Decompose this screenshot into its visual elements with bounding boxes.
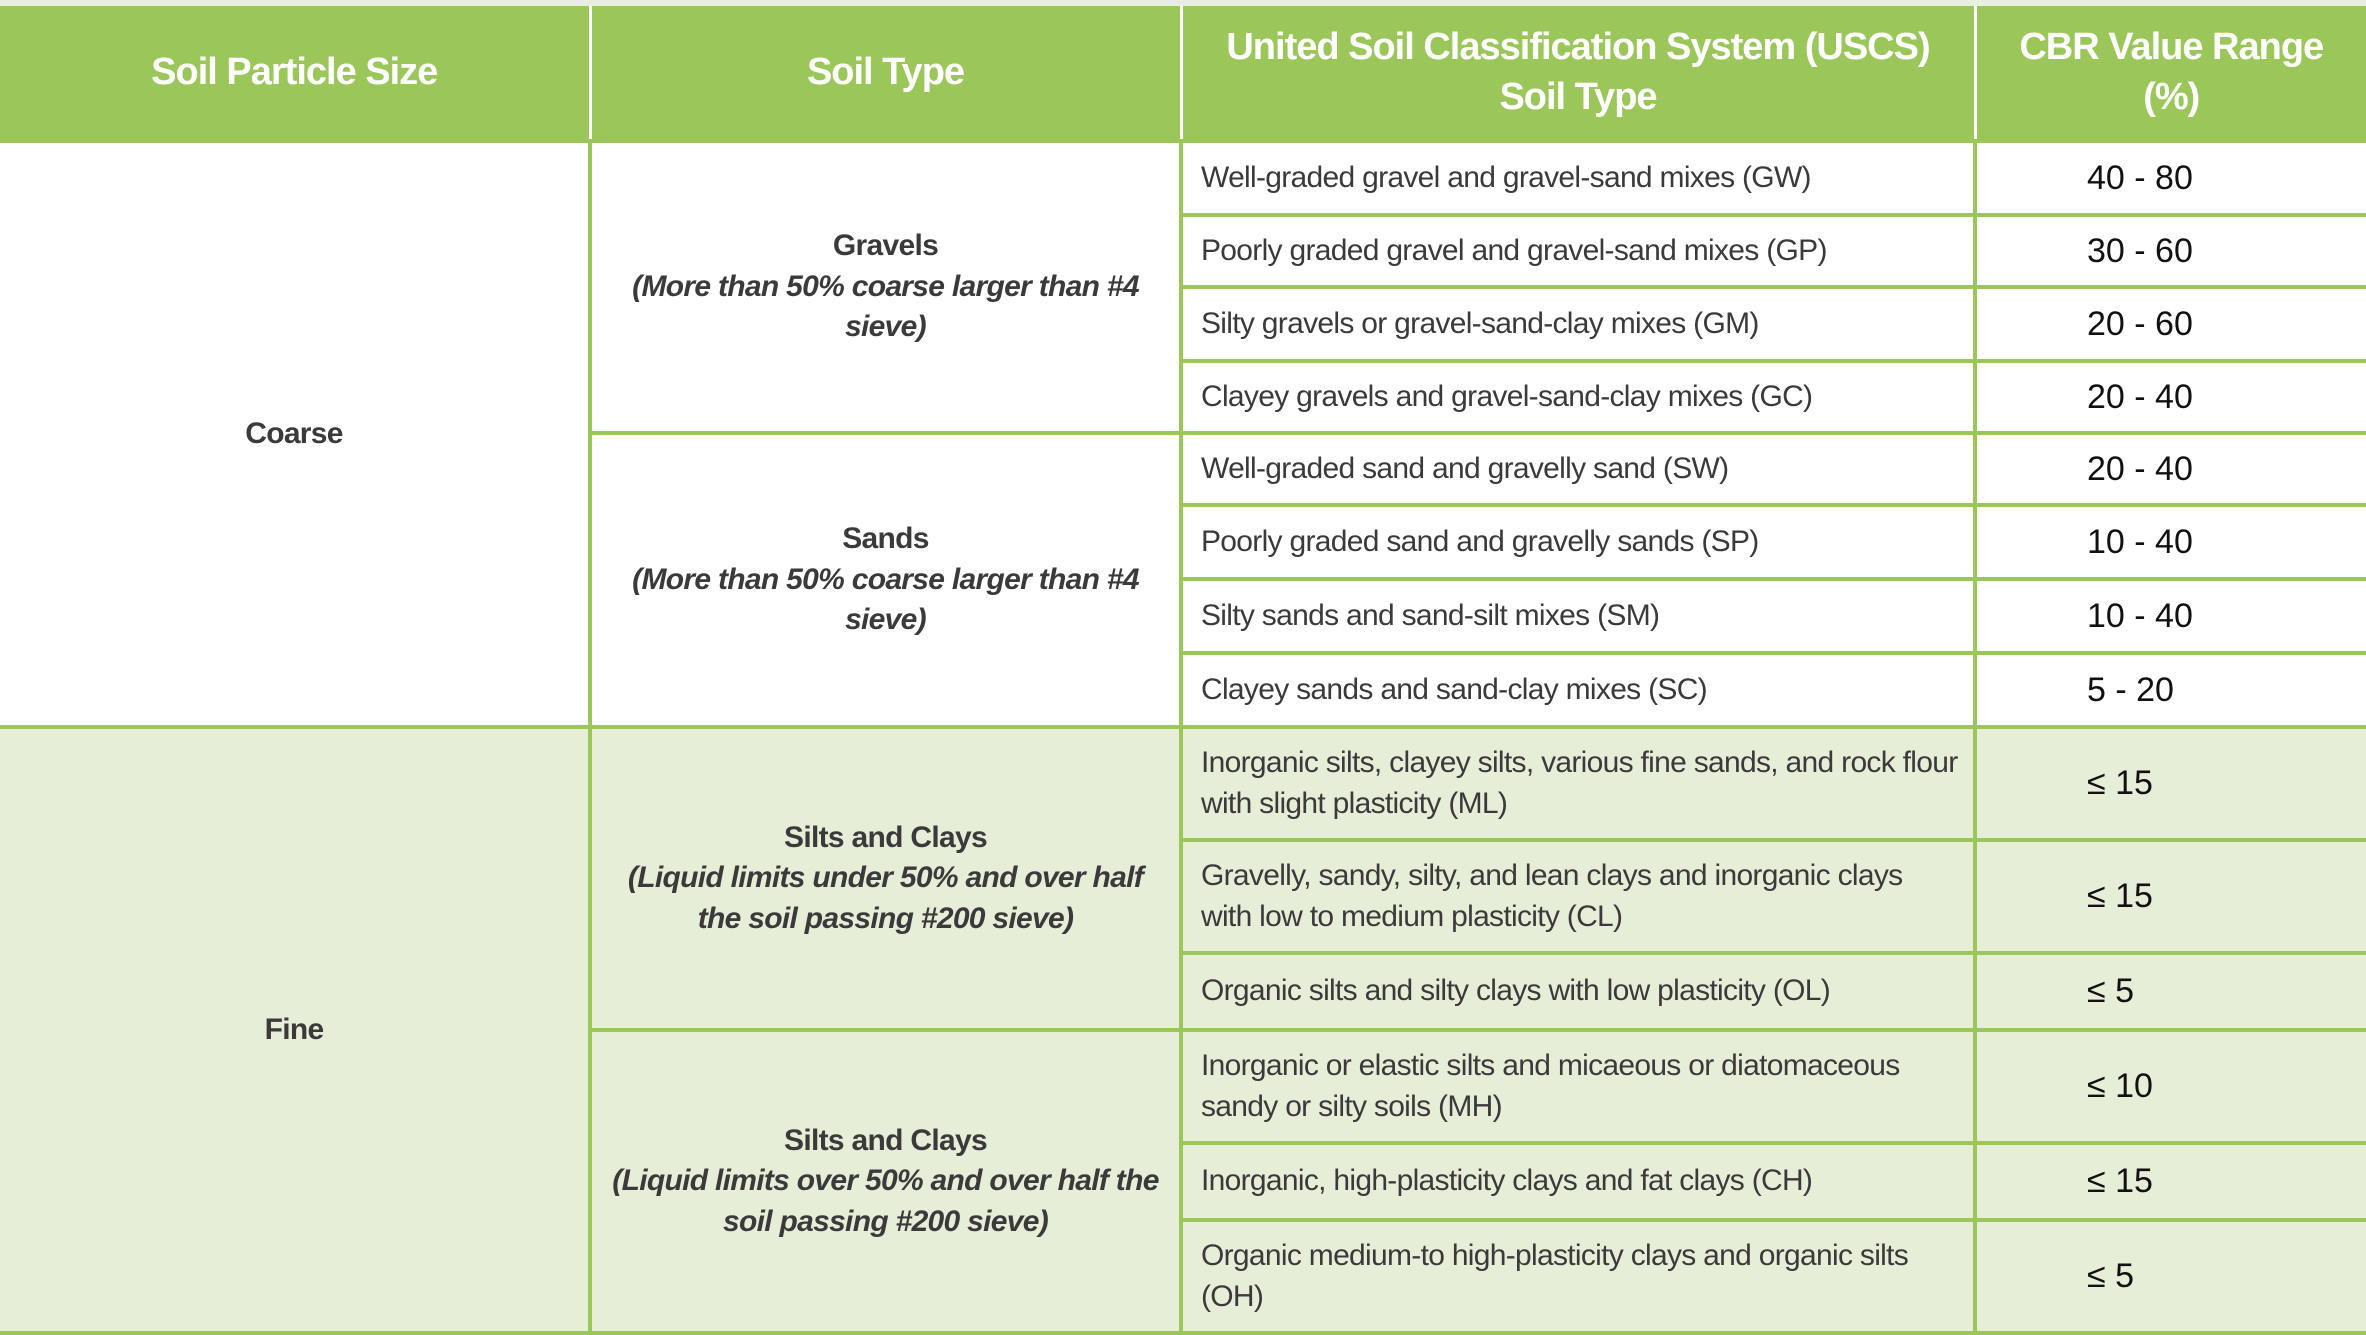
uscs-soil-type-cell: Well-graded gravel and gravel-sand mixes… xyxy=(1179,139,1977,217)
table-row: Clayey gravels and gravel-sand-clay mixe… xyxy=(0,359,2366,435)
uscs-soil-type-cell: Organic silts and silty clays with low p… xyxy=(1181,951,1977,1032)
cbr-value-cell: ≤ 10 xyxy=(1973,1028,2366,1145)
uscs-soil-type-cell: Organic medium-to high-plasticity clays … xyxy=(1181,1218,1977,1335)
uscs-soil-type-cell: Inorganic or elastic silts and micaeous … xyxy=(1179,1028,1977,1145)
soil-type-cell: Gravels (More than 50% coarse larger than… xyxy=(588,139,1183,435)
cbr-value-cell: 20 - 40 xyxy=(1973,431,2366,507)
cbr-value-cell: ≤ 5 xyxy=(1973,1218,2366,1335)
cbr-value-cell: ≤ 15 xyxy=(1973,1141,2366,1222)
soil-type-title: Sands xyxy=(842,522,929,556)
uscs-soil-type-cell: Inorganic silts, clayey silts, various f… xyxy=(1179,725,1977,842)
table-row: Poorly graded sand and gravelly sands (S… xyxy=(0,503,2366,581)
table-row: Coarse Gravels (More than 50% coarse large… xyxy=(0,139,2366,729)
uscs-soil-type-cell: Inorganic, high-plasticity clays and fat… xyxy=(1181,1141,1977,1222)
soil-type-title: Silts and Clays xyxy=(784,820,988,854)
uscs-soil-type-cell: Silty gravels or gravel-sand-clay mixes … xyxy=(1181,285,1977,363)
table-row: Organic medium-to high-plasticity clays … xyxy=(0,1218,2366,1335)
header-uscs-soil-type: United Soil Classification System (USCS)… xyxy=(1179,0,1977,143)
table-row: Silts and Clays (Liquid limits over 50% a… xyxy=(0,1028,2366,1335)
soil-type-title: Silts and Clays xyxy=(784,1123,988,1157)
table-row: Fine Silts and Clays (Liquid limits under … xyxy=(0,725,2366,1335)
cbr-value-cell: 10 - 40 xyxy=(1973,503,2366,581)
cbr-value-cell: ≤ 5 xyxy=(1973,951,2366,1032)
uscs-soil-type-cell: Silty sands and sand-silt mixes (SM) xyxy=(1181,577,1977,655)
table-row: Poorly graded gravel and gravel-sand mix… xyxy=(0,213,2366,289)
cbr-value-cell: 20 - 60 xyxy=(1973,285,2366,363)
cbr-value-cell: ≤ 15 xyxy=(1973,838,2366,955)
cbr-value-cell: 5 - 20 xyxy=(1973,651,2366,729)
header-soil-particle-size: Soil Particle Size xyxy=(0,0,592,143)
soil-type-cell: Silts and Clays (Liquid limits under 50% … xyxy=(588,725,1183,1032)
uscs-soil-type-cell: Poorly graded sand and gravelly sands (S… xyxy=(1181,503,1977,581)
soil-particle-size-cell: Coarse xyxy=(0,139,592,729)
uscs-soil-type-cell: Gravelly, sandy, silty, and lean clays a… xyxy=(1181,838,1977,955)
cbr-value-cell: 40 - 80 xyxy=(1973,139,2366,217)
soil-type-cell: Sands (More than 50% coarse larger than #… xyxy=(590,431,1183,729)
soil-type-description: (Liquid limits over 50% and over half th… xyxy=(612,1164,1159,1238)
soil-type-title: Gravels xyxy=(832,229,939,263)
table-row: Organic silts and silty clays with low p… xyxy=(0,951,2366,1032)
soil-type-description: (More than 50% coarse larger than #4 sie… xyxy=(632,562,1139,637)
header-soil-type: Soil Type xyxy=(588,0,1183,143)
table-row: Clayey sands and sand-clay mixes (SC) 5 -… xyxy=(0,651,2366,729)
header-row: Soil Particle Size Soil Type United Soil… xyxy=(0,0,2366,143)
soil-type-cell: Silts and Clays (Liquid limits over 50% a… xyxy=(590,1028,1183,1335)
cbr-value-cell: 30 - 60 xyxy=(1973,213,2366,289)
uscs-soil-type-cell: Poorly graded gravel and gravel-sand mix… xyxy=(1181,213,1977,289)
uscs-soil-type-cell: Well-graded sand and gravelly sand (SW) xyxy=(1179,431,1977,507)
uscs-soil-type-cell: Clayey sands and sand-clay mixes (SC) xyxy=(1181,651,1977,729)
table-row: Silty sands and sand-silt mixes (SM) 10 -… xyxy=(0,577,2366,655)
cbr-value-cell: 20 - 40 xyxy=(1973,359,2366,435)
header-cbr-range: CBR Value Range (%) xyxy=(1973,0,2366,143)
table-row: Inorganic, high-plasticity clays and fat… xyxy=(0,1141,2366,1222)
uscs-soil-type-cell: Clayey gravels and gravel-sand-clay mixe… xyxy=(1181,359,1977,435)
table-row: Gravelly, sandy, silty, and lean clays a… xyxy=(0,838,2366,955)
table-row: Silty gravels or gravel-sand-clay mixes … xyxy=(0,285,2366,363)
cbr-value-cell: ≤ 15 xyxy=(1973,725,2366,842)
cbr-value-cell: 10 - 40 xyxy=(1973,577,2366,655)
soil-type-description: (More than 50% coarse larger than #4 sie… xyxy=(632,269,1139,344)
table-row: Sands (More than 50% coarse larger than #… xyxy=(0,431,2366,729)
soil-type-description: (Liquid limits under 50% and over half t… xyxy=(627,861,1144,935)
soil-particle-size-cell: Fine xyxy=(0,725,592,1335)
